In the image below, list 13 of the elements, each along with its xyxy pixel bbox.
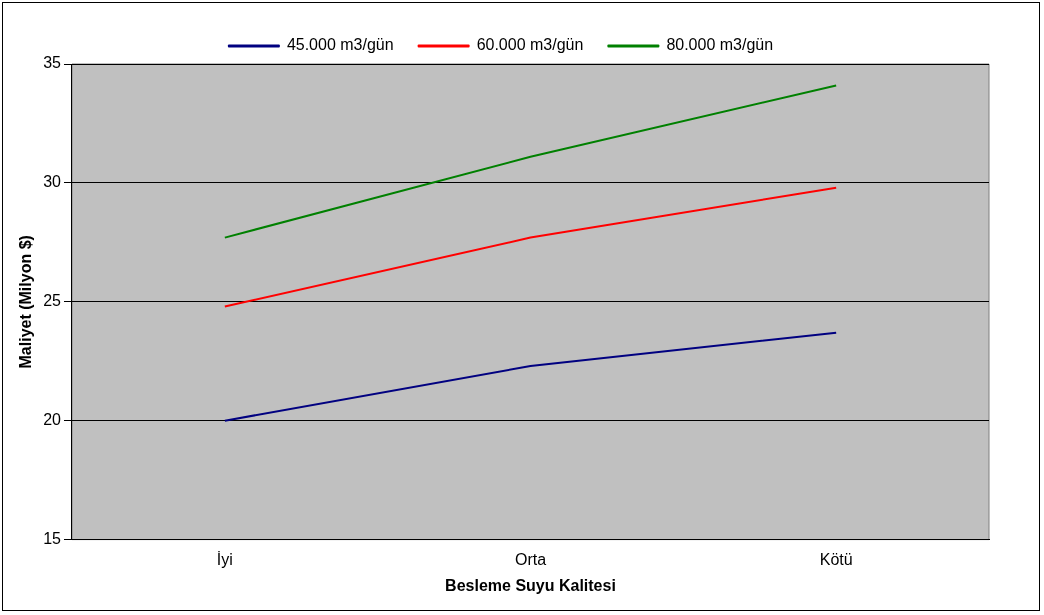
x-axis-title: Besleme Suyu Kalitesi <box>445 576 616 594</box>
y-axis-title: Maliyet (Milyon $) <box>17 235 35 369</box>
legend-label: 45.000 m3/gün <box>286 36 394 54</box>
y-tick-label: 25 <box>43 292 62 310</box>
x-tick-label: İyi <box>216 549 233 568</box>
y-tick-label: 30 <box>43 173 62 191</box>
y-tick-label: 15 <box>43 530 62 548</box>
x-tick-label: Kötü <box>819 550 853 568</box>
legend-label: 80.000 m3/gün <box>666 36 774 54</box>
x-tick-label: Orta <box>514 550 547 568</box>
y-tick-label: 35 <box>43 54 62 72</box>
legend-label: 60.000 m3/gün <box>476 36 584 54</box>
y-tick-label: 20 <box>43 411 62 429</box>
